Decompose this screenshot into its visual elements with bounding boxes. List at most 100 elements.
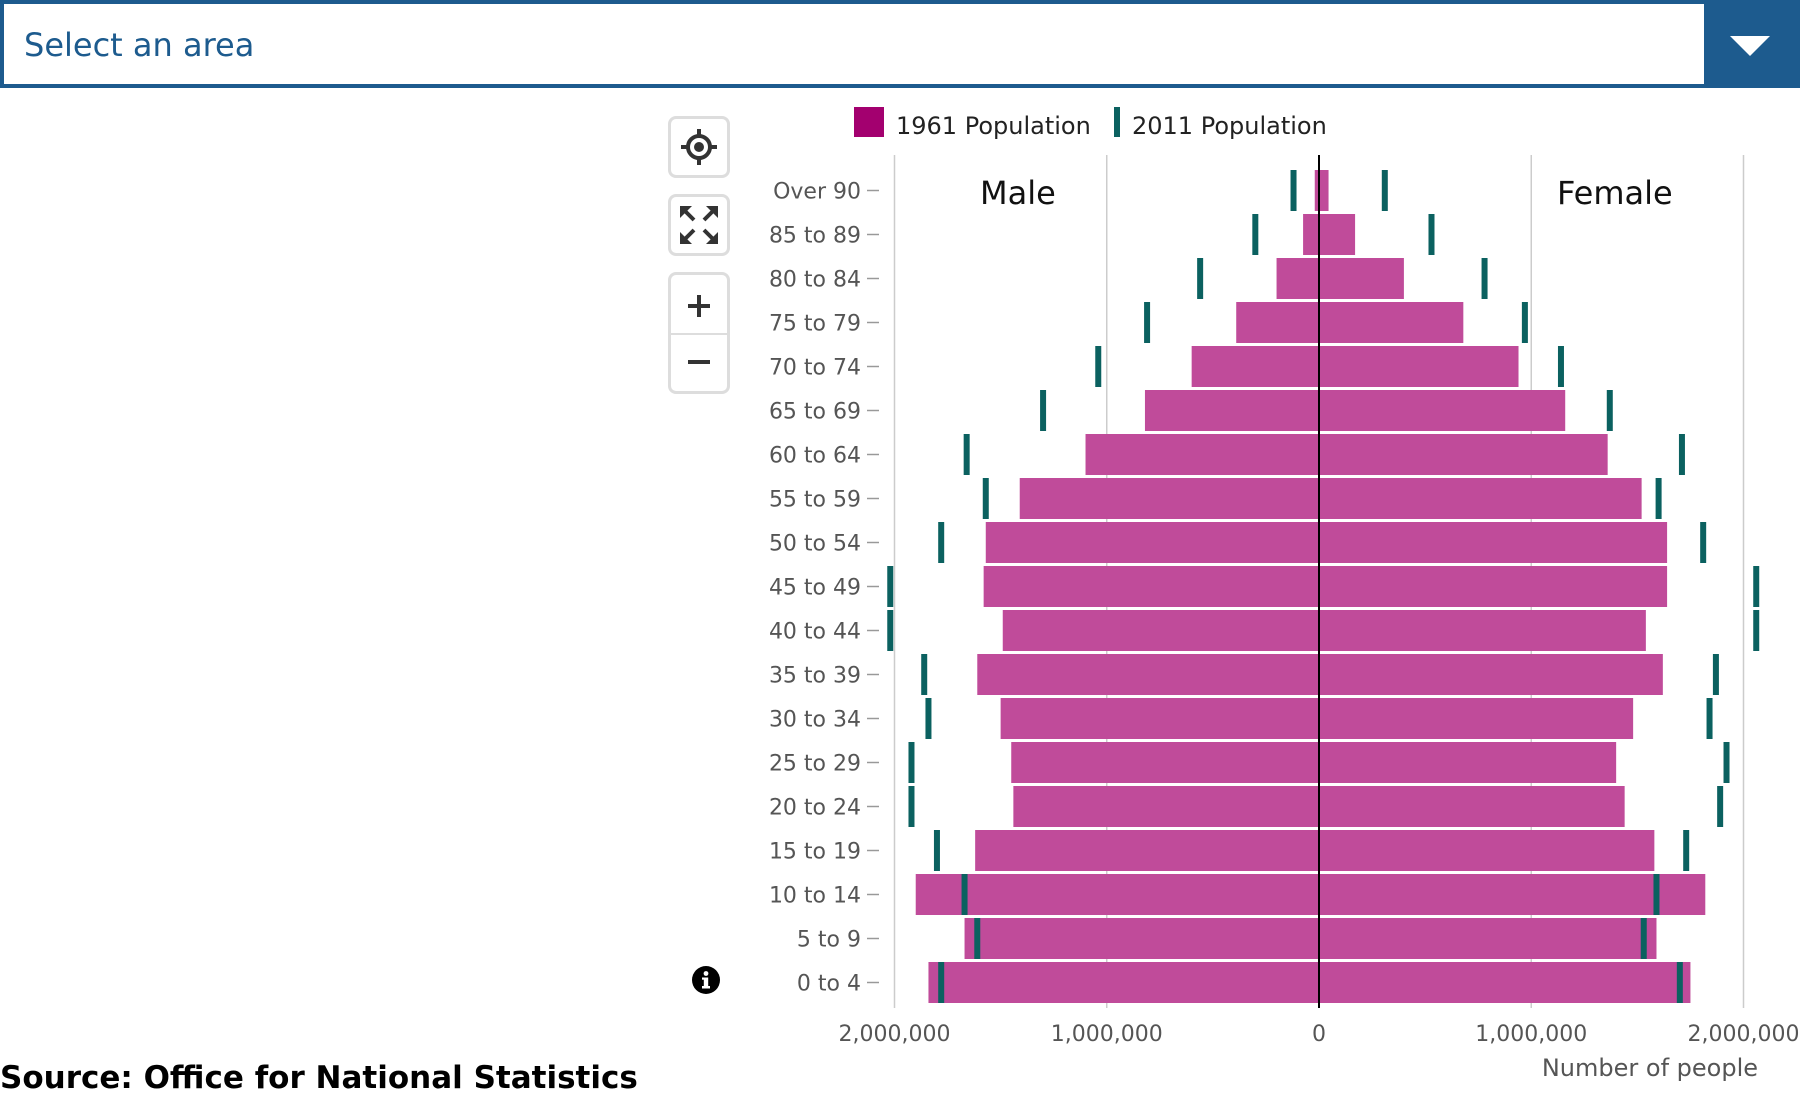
marker-2011-male[interactable] [974, 918, 981, 959]
marker-2011-male[interactable] [933, 830, 940, 871]
bar-1961-female[interactable] [1319, 346, 1519, 387]
marker-2011-male[interactable] [1197, 258, 1204, 299]
marker-2011-female[interactable] [1753, 566, 1760, 607]
bar-1961-female[interactable] [1319, 258, 1404, 299]
locate-button[interactable] [668, 116, 730, 178]
bar-1961-male[interactable] [1011, 742, 1319, 783]
marker-2011-male[interactable] [887, 566, 894, 607]
zoom-out-button[interactable] [671, 335, 727, 393]
marker-2011-male[interactable] [982, 478, 989, 519]
x-tick-label: 2,000,000 [839, 1022, 951, 1047]
bar-1961-male[interactable] [964, 918, 1319, 959]
y-tick-label: 25 to 29 [769, 752, 861, 777]
bar-1961-male[interactable] [1000, 698, 1319, 739]
marker-2011-female[interactable] [1753, 610, 1760, 651]
bar-1961-female[interactable] [1319, 170, 1329, 211]
bar-1961-female[interactable] [1319, 698, 1634, 739]
bar-1961-male[interactable] [1013, 786, 1319, 827]
marker-2011-male[interactable] [925, 698, 932, 739]
bar-1961-female[interactable] [1319, 610, 1646, 651]
bar-1961-male[interactable] [928, 962, 1319, 1003]
x-tick-label: 0 [1312, 1022, 1326, 1047]
marker-2011-female[interactable] [1706, 698, 1713, 739]
marker-2011-male[interactable] [938, 962, 945, 1003]
bar-1961-male[interactable] [1276, 258, 1319, 299]
marker-2011-male[interactable] [908, 786, 915, 827]
bar-1961-male[interactable] [983, 566, 1319, 607]
bar-1961-male[interactable] [915, 874, 1319, 915]
plus-icon [688, 295, 710, 317]
marker-2011-male[interactable] [961, 874, 968, 915]
bar-1961-male[interactable] [1019, 478, 1319, 519]
bar-1961-male[interactable] [1303, 214, 1319, 255]
marker-2011-female[interactable] [1676, 962, 1683, 1003]
marker-2011-male[interactable] [908, 742, 915, 783]
bar-1961-female[interactable] [1319, 478, 1642, 519]
marker-2011-female[interactable] [1521, 302, 1528, 343]
bar-1961-male[interactable] [1144, 390, 1319, 431]
bar-1961-male[interactable] [1002, 610, 1319, 651]
chevron-down-icon [1730, 36, 1770, 56]
marker-2011-male[interactable] [1095, 346, 1102, 387]
y-tick-label: 0 to 4 [797, 972, 861, 997]
marker-2011-male[interactable] [1290, 170, 1297, 211]
bar-1961-female[interactable] [1319, 390, 1566, 431]
marker-2011-female[interactable] [1653, 874, 1660, 915]
bar-1961-female[interactable] [1319, 214, 1356, 255]
marker-2011-female[interactable] [1428, 214, 1435, 255]
bar-1961-male[interactable] [975, 830, 1319, 871]
marker-2011-male[interactable] [1144, 302, 1151, 343]
area-select-toggle[interactable] [1704, 4, 1796, 88]
marker-2011-female[interactable] [1700, 522, 1707, 563]
bar-1961-male[interactable] [1085, 434, 1319, 475]
marker-2011-female[interactable] [1381, 170, 1388, 211]
zoom-in-button[interactable] [671, 275, 727, 333]
y-tick-label: 40 to 44 [769, 620, 861, 645]
bar-1961-male[interactable] [1236, 302, 1319, 343]
crosshair-icon [681, 129, 717, 165]
x-tick-label: 1,000,000 [1051, 1022, 1163, 1047]
bar-1961-female[interactable] [1319, 962, 1691, 1003]
bar-1961-female[interactable] [1319, 918, 1657, 959]
bar-1961-male[interactable] [977, 654, 1319, 695]
marker-2011-female[interactable] [1683, 830, 1690, 871]
bar-1961-female[interactable] [1319, 566, 1668, 607]
marker-2011-female[interactable] [1606, 390, 1613, 431]
marker-2011-female[interactable] [1723, 742, 1730, 783]
marker-2011-male[interactable] [921, 654, 928, 695]
fullscreen-button[interactable] [668, 194, 730, 256]
bar-1961-female[interactable] [1319, 874, 1706, 915]
bar-1961-female[interactable] [1319, 654, 1663, 695]
marker-2011-male[interactable] [1040, 390, 1047, 431]
x-tick-label: 1,000,000 [1475, 1022, 1587, 1047]
marker-2011-male[interactable] [887, 610, 894, 651]
source-note: Source: Office for National Statistics [0, 1060, 638, 1096]
marker-2011-male[interactable] [1252, 214, 1259, 255]
marker-2011-male[interactable] [963, 434, 970, 475]
info-icon[interactable] [692, 966, 720, 994]
bar-1961-female[interactable] [1319, 302, 1464, 343]
marker-2011-female[interactable] [1655, 478, 1662, 519]
y-tick-label: 55 to 59 [769, 488, 861, 513]
marker-2011-female[interactable] [1557, 346, 1564, 387]
marker-2011-female[interactable] [1678, 434, 1685, 475]
marker-2011-female[interactable] [1717, 786, 1724, 827]
marker-2011-female[interactable] [1712, 654, 1719, 695]
y-tick-label: 15 to 19 [769, 840, 861, 865]
marker-2011-female[interactable] [1481, 258, 1488, 299]
bar-1961-male[interactable] [985, 522, 1319, 563]
bar-1961-female[interactable] [1319, 522, 1668, 563]
area-select[interactable]: Select an area [0, 0, 1800, 88]
marker-2011-female[interactable] [1640, 918, 1647, 959]
bar-1961-male[interactable] [1191, 346, 1319, 387]
legend-swatch-1961 [854, 107, 884, 137]
bar-1961-male[interactable] [1314, 170, 1319, 211]
bar-1961-female[interactable] [1319, 830, 1655, 871]
marker-2011-male[interactable] [938, 522, 945, 563]
bar-1961-female[interactable] [1319, 434, 1608, 475]
minus-icon [688, 360, 710, 364]
bar-1961-female[interactable] [1319, 786, 1625, 827]
bar-1961-female[interactable] [1319, 742, 1617, 783]
legend-swatch-2011 [1114, 107, 1120, 137]
y-tick-label: Over 90 [773, 180, 861, 205]
